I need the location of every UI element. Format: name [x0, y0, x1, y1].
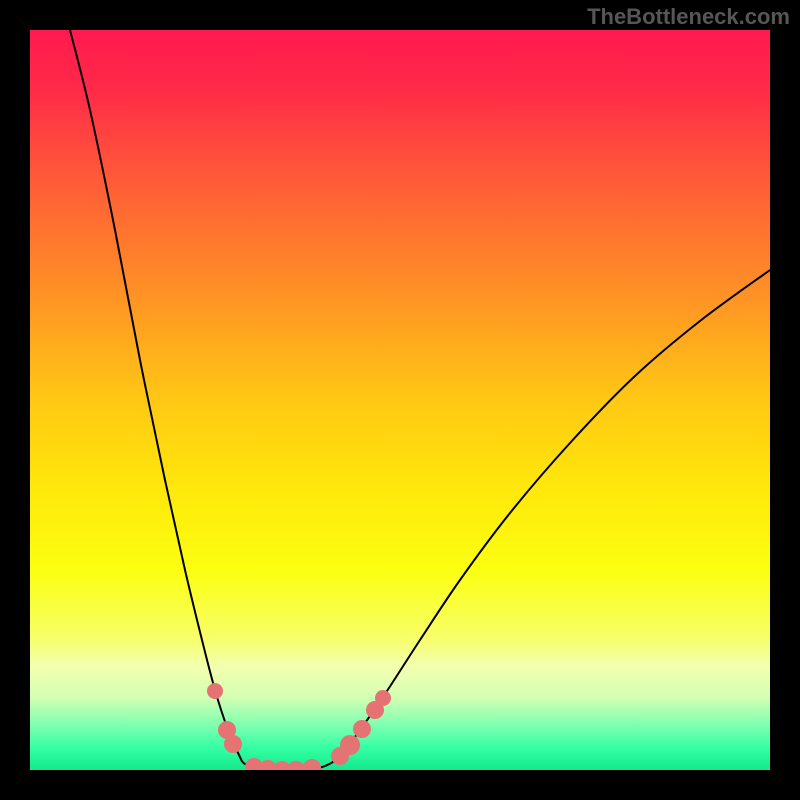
attribution-label: TheBottleneck.com — [587, 4, 790, 30]
gradient-background — [30, 30, 770, 770]
plot-area — [30, 30, 770, 770]
data-marker — [353, 720, 371, 738]
data-marker — [375, 690, 391, 706]
data-marker — [224, 735, 242, 753]
bottleneck-chart-svg — [30, 30, 770, 770]
data-marker — [340, 735, 360, 755]
data-marker — [207, 683, 223, 699]
chart-frame: TheBottleneck.com — [0, 0, 800, 800]
